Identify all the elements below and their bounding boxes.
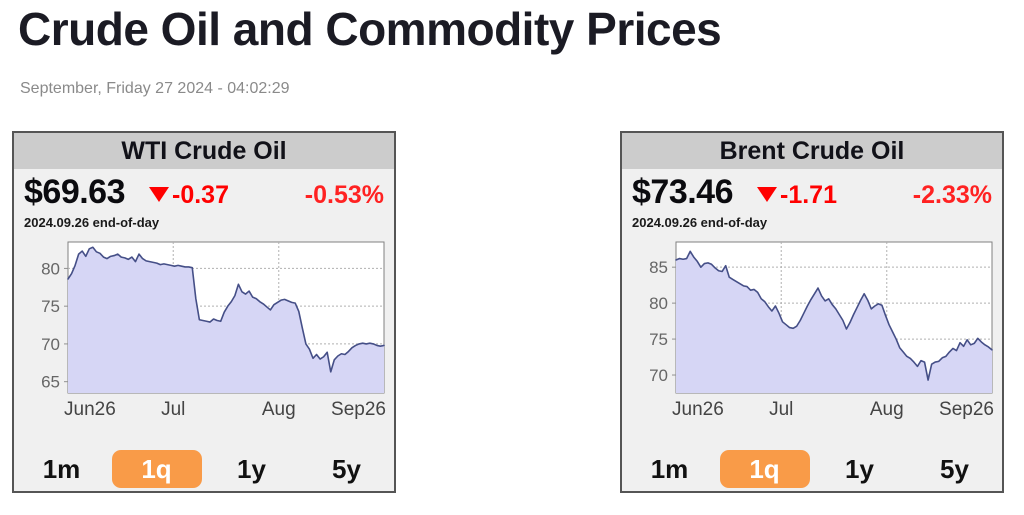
quote-change-wti: -0.37	[149, 181, 229, 210]
range-label-1y: 1y	[237, 454, 266, 484]
range-button-1m[interactable]: 1m	[622, 452, 717, 486]
quote-asof-brent: 2024.09.26 end-of-day	[632, 215, 768, 230]
range-selector-brent: 1m 1q 1y 5y	[622, 447, 1002, 491]
arrow-down-icon	[149, 187, 169, 202]
quote-change-brent: -1.71	[757, 181, 837, 210]
chart-brent: 70 75 80 85 Jun26 Jul Aug Sep26	[630, 236, 994, 421]
svg-text:Sep26: Sep26	[939, 399, 994, 420]
range-button-1y[interactable]: 1y	[812, 452, 907, 486]
quote-row-wti: $69.63 -0.37 -0.53%	[14, 169, 394, 213]
range-label-1m: 1m	[650, 454, 689, 484]
svg-text:Jun26: Jun26	[672, 399, 724, 420]
range-button-5y[interactable]: 5y	[299, 452, 394, 486]
quote-asof-wti: 2024.09.26 end-of-day	[24, 215, 160, 230]
arrow-down-icon	[757, 187, 777, 202]
range-label-1m: 1m	[42, 454, 81, 484]
svg-text:85: 85	[649, 258, 668, 277]
quote-card-brent: Brent Crude Oil $73.46 -1.71 -2.33% 2024…	[620, 131, 1004, 493]
range-label-1q: 1q	[719, 450, 810, 488]
chart-svg-wti: 65 70 75 80 Jun26 Jul Aug Sep26	[41, 241, 386, 420]
svg-text:70: 70	[41, 335, 60, 354]
page-title: Crude Oil and Commodity Prices	[18, 3, 722, 55]
quote-change-value-wti: -0.37	[172, 181, 229, 209]
svg-text:Jul: Jul	[161, 399, 185, 420]
range-button-5y[interactable]: 5y	[907, 452, 1002, 486]
range-selector-wti: 1m 1q 1y 5y	[14, 447, 394, 491]
quote-price-wti: $69.63	[24, 173, 126, 211]
svg-text:75: 75	[649, 330, 668, 349]
quote-percent-wti: -0.53%	[304, 181, 384, 209]
range-label-5y: 5y	[940, 454, 969, 484]
svg-text:65: 65	[41, 373, 60, 392]
svg-text:Aug: Aug	[262, 399, 296, 420]
chart-wti: 65 70 75 80 Jun26 Jul Aug Sep26	[22, 236, 386, 421]
range-button-1y[interactable]: 1y	[204, 452, 299, 486]
quote-percent-brent: -2.33%	[912, 181, 992, 209]
range-label-5y: 5y	[332, 454, 361, 484]
quote-card-wti: WTI Crude Oil $69.63 -0.37 -0.53% 2024.0…	[12, 131, 396, 493]
svg-text:Jun26: Jun26	[64, 399, 116, 420]
svg-text:80: 80	[41, 259, 60, 278]
svg-text:75: 75	[41, 297, 60, 316]
page-timestamp: September, Friday 27 2024 - 04:02:29	[20, 80, 290, 97]
range-button-1m[interactable]: 1m	[14, 452, 109, 486]
svg-text:Jul: Jul	[769, 399, 793, 420]
range-label-1y: 1y	[845, 454, 874, 484]
range-label-1q: 1q	[111, 450, 202, 488]
svg-text:Sep26: Sep26	[331, 399, 386, 420]
quote-change-value-brent: -1.71	[780, 181, 837, 209]
svg-text:70: 70	[649, 366, 668, 385]
quote-row-brent: $73.46 -1.71 -2.33%	[622, 169, 1002, 213]
svg-text:Aug: Aug	[870, 399, 904, 420]
range-button-1q[interactable]: 1q	[109, 450, 204, 488]
svg-text:80: 80	[649, 294, 668, 313]
quote-price-brent: $73.46	[632, 173, 734, 211]
chart-svg-brent: 70 75 80 85 Jun26 Jul Aug Sep26	[649, 241, 994, 420]
card-title-brent: Brent Crude Oil	[622, 133, 1002, 169]
card-title-wti: WTI Crude Oil	[14, 133, 394, 169]
range-button-1q[interactable]: 1q	[717, 450, 812, 488]
